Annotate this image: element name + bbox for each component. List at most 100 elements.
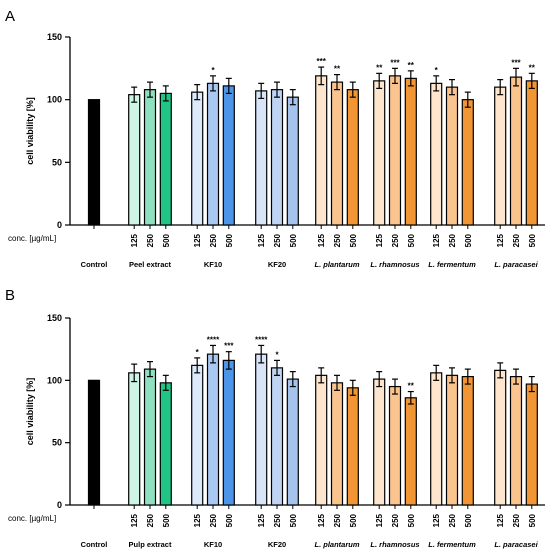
dose-tick-label: 250 bbox=[209, 513, 218, 527]
bar bbox=[525, 80, 538, 226]
bar bbox=[255, 353, 268, 506]
dose-tick-label: 250 bbox=[512, 233, 521, 247]
bar bbox=[286, 378, 299, 506]
y-tick-label: 100 bbox=[47, 95, 62, 105]
dose-tick-label: 250 bbox=[448, 513, 457, 527]
bar bbox=[494, 86, 507, 226]
bar bbox=[430, 372, 443, 506]
bar bbox=[509, 375, 523, 506]
bar bbox=[494, 369, 507, 506]
significance-marker: **** bbox=[255, 335, 268, 344]
significance-marker: ** bbox=[408, 382, 415, 391]
group-label: L. plantarum bbox=[314, 260, 359, 269]
bar bbox=[159, 92, 172, 226]
y-tick-label: 50 bbox=[52, 157, 62, 167]
group-label: L. plantarum bbox=[314, 540, 359, 549]
dose-tick-label: 125 bbox=[432, 513, 441, 527]
significance-marker: * bbox=[275, 350, 279, 359]
bar bbox=[525, 383, 538, 506]
bar bbox=[270, 367, 284, 506]
significance-marker: * bbox=[211, 66, 215, 75]
dose-tick-label: 125 bbox=[496, 233, 505, 247]
dose-tick-label: 500 bbox=[349, 233, 358, 247]
bar bbox=[346, 387, 359, 506]
panel-a: A 0 50 100 150 cell viability [%] conc. [µg/mL… bbox=[5, 8, 545, 269]
dose-tick-label: 500 bbox=[407, 233, 416, 247]
bar bbox=[430, 82, 443, 226]
bar bbox=[346, 89, 359, 226]
panel-label: B bbox=[5, 287, 15, 304]
dose-tick-label: 500 bbox=[528, 233, 537, 247]
dose-tick-label: 250 bbox=[273, 513, 282, 527]
bar bbox=[191, 91, 204, 226]
bar bbox=[315, 374, 328, 506]
group-label: L. paracasei bbox=[494, 260, 538, 269]
dose-tick-label: 250 bbox=[333, 513, 342, 527]
bar bbox=[461, 99, 474, 226]
significance-marker: ** bbox=[529, 63, 536, 72]
dose-tick-label: 500 bbox=[162, 513, 171, 527]
bar bbox=[87, 99, 101, 226]
conc-label: conc. [µg/mL] bbox=[8, 514, 56, 523]
dose-tick-label: 125 bbox=[193, 513, 202, 527]
group-label: KF20 bbox=[268, 260, 286, 269]
panel-label: A bbox=[5, 8, 15, 25]
bar bbox=[373, 378, 386, 506]
dose-tick-label: 250 bbox=[273, 233, 282, 247]
dose-tick-label: 125 bbox=[130, 233, 139, 247]
group-label: Control bbox=[81, 260, 108, 269]
bar bbox=[222, 85, 235, 226]
group-label: KF20 bbox=[268, 540, 286, 549]
significance-marker: **** bbox=[207, 335, 220, 344]
significance-marker: *** bbox=[224, 342, 234, 351]
bar bbox=[191, 364, 204, 506]
significance-marker: * bbox=[435, 66, 439, 75]
bar bbox=[315, 75, 328, 226]
dose-tick-label: 500 bbox=[528, 513, 537, 527]
bar bbox=[143, 89, 157, 226]
dose-tick-label: 125 bbox=[432, 233, 441, 247]
dose-tick-label: 125 bbox=[193, 233, 202, 247]
dose-tick-label: 250 bbox=[209, 233, 218, 247]
dose-tick-label: 125 bbox=[257, 233, 266, 247]
dose-tick-label: 125 bbox=[375, 513, 384, 527]
group-label: L. rhamnosus bbox=[370, 540, 419, 549]
dose-tick-label: 250 bbox=[391, 513, 400, 527]
bar bbox=[388, 75, 402, 226]
bar bbox=[373, 80, 386, 226]
dose-tick-label: 500 bbox=[464, 233, 473, 247]
dose-tick-label: 125 bbox=[257, 513, 266, 527]
bar bbox=[206, 82, 220, 226]
panel-b: B 0 50 100 150 cell viability [%] conc. [µg/mL… bbox=[5, 287, 545, 549]
bar bbox=[143, 368, 157, 506]
bar bbox=[286, 96, 299, 226]
group-label: KF10 bbox=[204, 260, 222, 269]
y-tick-label: 0 bbox=[57, 500, 62, 510]
group-label: KF10 bbox=[204, 540, 222, 549]
significance-marker: ** bbox=[376, 63, 383, 72]
bar bbox=[128, 94, 141, 226]
dose-tick-label: 500 bbox=[289, 513, 298, 527]
conc-label: conc. [µg/mL] bbox=[8, 234, 56, 243]
dose-tick-label: 500 bbox=[162, 233, 171, 247]
dose-tick-label: 125 bbox=[317, 513, 326, 527]
dose-tick-label: 500 bbox=[464, 513, 473, 527]
bar bbox=[222, 359, 235, 506]
bar bbox=[388, 385, 402, 506]
y-tick-label: 150 bbox=[47, 313, 62, 323]
dose-tick-label: 500 bbox=[225, 513, 234, 527]
bar bbox=[255, 90, 268, 226]
bar bbox=[270, 89, 284, 226]
dose-tick-label: 250 bbox=[512, 513, 521, 527]
significance-marker: *** bbox=[511, 58, 521, 67]
dose-tick-label: 250 bbox=[333, 233, 342, 247]
group-label: Peel extract bbox=[129, 260, 172, 269]
bar bbox=[87, 379, 101, 506]
group-label: Control bbox=[81, 540, 108, 549]
bar bbox=[445, 374, 459, 506]
dose-tick-label: 250 bbox=[448, 233, 457, 247]
dose-tick-label: 125 bbox=[496, 513, 505, 527]
y-tick-label: 150 bbox=[47, 32, 62, 42]
y-tick-label: 50 bbox=[52, 438, 62, 448]
